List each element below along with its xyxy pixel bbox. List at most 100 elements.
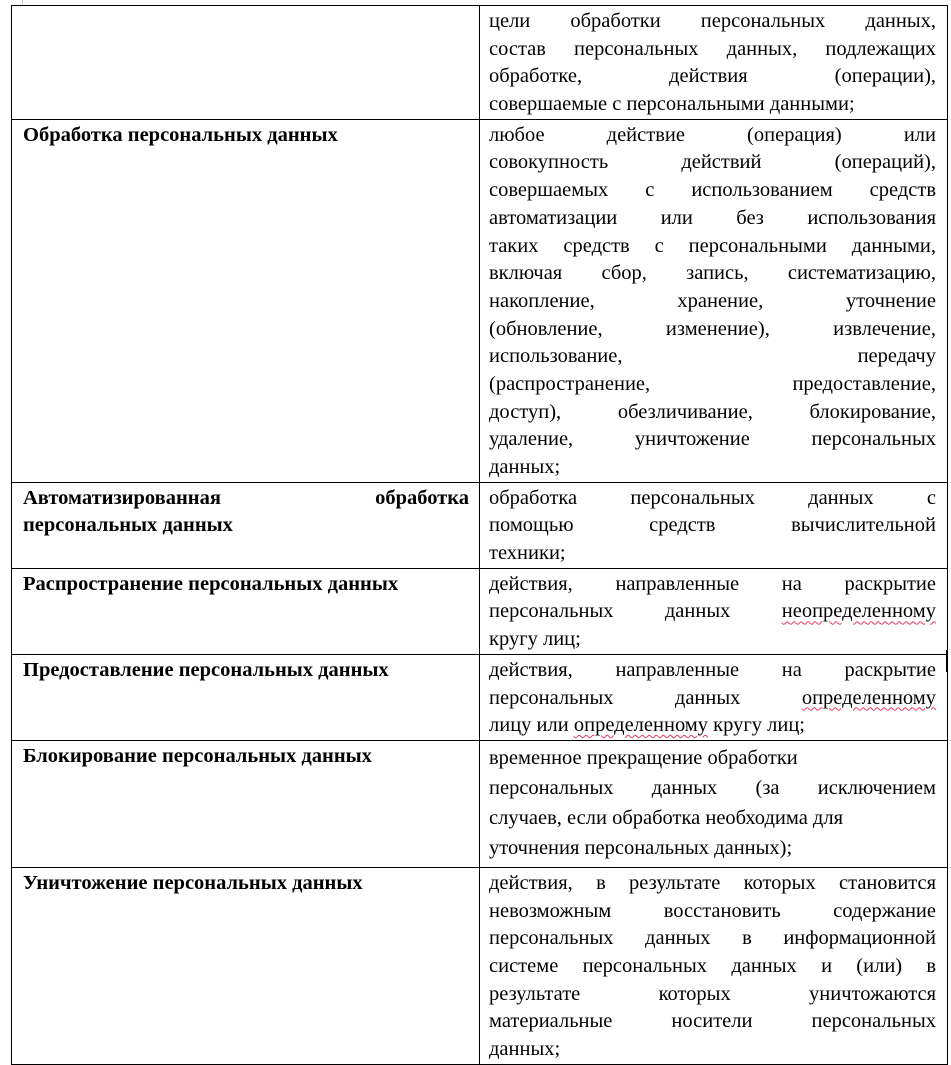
word: данными, [851, 234, 937, 257]
word: в [926, 954, 937, 977]
term-cell[interactable] [11, 5, 480, 120]
word: совершаемых [489, 179, 609, 202]
word: вычислительной [791, 514, 936, 537]
text-line: состав персональных данных, подлежащих [489, 36, 936, 64]
text-line: (распространение, предоставление, [489, 371, 936, 399]
word: действия [669, 65, 748, 88]
word: (обновление, [489, 317, 603, 340]
word: с [645, 179, 655, 202]
text-line: персональных данных [23, 512, 469, 540]
word: которых [743, 871, 816, 894]
word: передачу [857, 345, 936, 368]
term-cell[interactable]: Уничтожение персональных данных [11, 866, 480, 1065]
word: с [654, 234, 664, 257]
word: данных [327, 572, 399, 595]
word: персональных [161, 744, 297, 767]
word: средств [563, 234, 630, 257]
term-cell[interactable]: Автоматизированная обработка персональных… [11, 481, 480, 569]
word: необходима [705, 806, 808, 829]
word: или [536, 714, 569, 737]
word: персональными [626, 93, 765, 116]
text-line: действия, направленные на раскрытие [489, 571, 936, 599]
word: таких [489, 234, 539, 257]
word: восстановить [663, 899, 781, 922]
word: раскрытие [844, 572, 936, 595]
text-line: действия, направленные на раскрытие [489, 657, 936, 685]
word: персональных [811, 428, 937, 451]
word: лиц; [542, 628, 581, 651]
word: данных [292, 871, 363, 894]
word: запись, [686, 262, 749, 285]
definition-cell[interactable]: цели обработки персональных данных, соста… [479, 5, 948, 120]
word: любое [489, 123, 545, 146]
text-line: случаев, если обработка необходима для [489, 803, 936, 833]
word: данных [318, 658, 389, 681]
term-cell[interactable]: Блокирование персональных данных [11, 739, 480, 868]
word: персональных [489, 686, 614, 709]
word: персональных [630, 486, 755, 509]
word: помощью [489, 514, 574, 537]
term-cell[interactable]: Распространение персональных данных [11, 567, 480, 655]
word: носители [671, 1010, 753, 1033]
word: данных [674, 686, 741, 709]
definition-cell[interactable]: действия, направленные на раскрытие персо… [479, 567, 948, 655]
word: Уничтожение [23, 871, 148, 894]
word: уточнения [489, 836, 580, 859]
text-line: персональных данных неопределенному [489, 598, 936, 626]
word: совокупность [489, 151, 609, 174]
word: данных [808, 486, 874, 509]
term-cell[interactable]: Предоставление персональных данных [11, 653, 480, 741]
word: использования [807, 206, 937, 229]
word: данных [267, 123, 338, 146]
text-line: персональных данных в информационной [489, 925, 936, 953]
word: предоставление, [792, 372, 936, 395]
word: уничтожение [634, 428, 750, 451]
word: с [612, 93, 622, 116]
text-line: таких средств с персональными данными, [489, 233, 936, 261]
word: изменение), [665, 317, 770, 340]
word: накопление, [489, 289, 595, 312]
text-line: данных; [489, 454, 936, 482]
text-line: (обновление, изменение), извлечение, [489, 316, 936, 344]
text-line: совершаемых с использованием средств [489, 177, 936, 205]
text-line: использование, передачу [489, 343, 936, 371]
term-cell[interactable]: Обработка персональных данных [11, 118, 480, 483]
word: персональных [23, 514, 158, 537]
word: Обработка [23, 123, 123, 146]
text-line: результате которых уничтожаются [489, 981, 936, 1009]
word: персональных [700, 10, 826, 32]
word: блокирование, [809, 400, 936, 423]
word: или [660, 206, 693, 229]
word: извлечение, [833, 317, 936, 340]
text-line: данных; [489, 1036, 936, 1064]
word: автоматизации [489, 206, 618, 229]
word: действие [606, 123, 685, 146]
spellcheck-flagged-word: неопределенному [781, 600, 937, 623]
word: Распространение [23, 572, 184, 595]
table-row: Автоматизированная обработка персональных… [11, 481, 948, 569]
definition-cell[interactable]: действия, направленные на раскрытие персо… [479, 653, 948, 741]
word: лицу [489, 714, 532, 737]
definition-cell[interactable]: любое действие (операция) или совокупност… [479, 118, 948, 483]
word: подлежащих [825, 37, 937, 60]
word: раскрытие [844, 658, 936, 681]
text-line: техники; [489, 540, 936, 568]
word: обработка [489, 486, 578, 509]
word: данных [651, 776, 718, 799]
word: персональных [178, 658, 314, 681]
word: данных [645, 927, 711, 950]
table-row: Обработка персональных данных любое дейст… [11, 118, 948, 483]
word: включая [489, 262, 563, 285]
word: состав [489, 37, 546, 60]
word: персональных [127, 123, 263, 146]
definition-cell[interactable]: действия, в результате которых становитс… [479, 866, 948, 1065]
word: персональных [811, 1010, 937, 1033]
word: средств [869, 179, 937, 202]
word: (или) [856, 954, 903, 977]
definition-cell[interactable]: временное прекращение обработки персональ… [479, 739, 948, 868]
definition-cell[interactable]: обработка персональных данных с помощью с… [479, 481, 948, 569]
word: уточнение [845, 289, 936, 312]
word: техники; [489, 542, 566, 565]
table-row: Блокирование персональных данных временно… [11, 739, 948, 868]
word: результате [489, 982, 581, 1005]
